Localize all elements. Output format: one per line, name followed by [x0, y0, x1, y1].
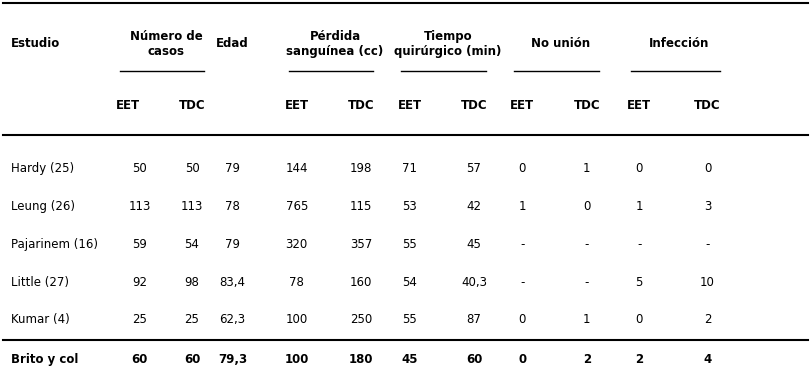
- Text: -: -: [520, 276, 525, 288]
- Text: 4: 4: [703, 353, 712, 366]
- Text: 1: 1: [518, 200, 526, 213]
- Text: -: -: [706, 238, 710, 251]
- Text: 42: 42: [466, 200, 482, 213]
- Text: 60: 60: [184, 353, 200, 366]
- Text: Pajarinem (16): Pajarinem (16): [11, 238, 98, 251]
- Text: -: -: [520, 238, 525, 251]
- Text: 60: 60: [466, 353, 483, 366]
- Text: 40,3: 40,3: [461, 276, 487, 288]
- Text: 25: 25: [132, 313, 147, 326]
- Text: Tiempo
quirúrgico (min): Tiempo quirúrgico (min): [394, 30, 501, 58]
- Text: 60: 60: [131, 353, 148, 366]
- Text: 54: 54: [402, 276, 417, 288]
- Text: 1: 1: [583, 313, 590, 326]
- Text: EET: EET: [510, 99, 534, 112]
- Text: 1: 1: [635, 200, 643, 213]
- Text: TDC: TDC: [178, 99, 205, 112]
- Text: 357: 357: [350, 238, 372, 251]
- Text: TDC: TDC: [348, 99, 375, 112]
- Text: Número de
casos: Número de casos: [130, 30, 202, 58]
- Text: 0: 0: [518, 163, 526, 175]
- Text: Pérdida
sanguínea (cc): Pérdida sanguínea (cc): [286, 30, 384, 58]
- Text: TDC: TDC: [461, 99, 487, 112]
- Text: 2: 2: [635, 353, 643, 366]
- Text: EET: EET: [397, 99, 422, 112]
- Text: 115: 115: [350, 200, 372, 213]
- Text: 83,4: 83,4: [219, 276, 246, 288]
- Text: 78: 78: [290, 276, 304, 288]
- Text: 1: 1: [583, 163, 590, 175]
- Text: 45: 45: [466, 238, 482, 251]
- Text: 78: 78: [225, 200, 240, 213]
- Text: 71: 71: [402, 163, 417, 175]
- Text: 57: 57: [466, 163, 482, 175]
- Text: 79: 79: [225, 238, 240, 251]
- Text: Hardy (25): Hardy (25): [11, 163, 74, 175]
- Text: 92: 92: [132, 276, 148, 288]
- Text: 0: 0: [635, 313, 643, 326]
- Text: TDC: TDC: [573, 99, 600, 112]
- Text: 144: 144: [285, 163, 308, 175]
- Text: -: -: [637, 238, 642, 251]
- Text: 53: 53: [402, 200, 417, 213]
- Text: 87: 87: [466, 313, 482, 326]
- Text: 55: 55: [402, 238, 417, 251]
- Text: 5: 5: [635, 276, 643, 288]
- Text: 0: 0: [518, 353, 526, 366]
- Text: Edad: Edad: [216, 37, 249, 51]
- Text: 198: 198: [350, 163, 372, 175]
- Text: No unión: No unión: [531, 37, 590, 51]
- Text: 100: 100: [285, 353, 309, 366]
- Text: Leung (26): Leung (26): [11, 200, 75, 213]
- Text: 320: 320: [285, 238, 308, 251]
- Text: 59: 59: [132, 238, 147, 251]
- Text: 160: 160: [350, 276, 372, 288]
- Text: 113: 113: [181, 200, 204, 213]
- Text: 0: 0: [518, 313, 526, 326]
- Text: Brito y col: Brito y col: [11, 353, 78, 366]
- Text: 0: 0: [583, 200, 590, 213]
- Text: Estudio: Estudio: [11, 37, 60, 51]
- Text: 250: 250: [350, 313, 372, 326]
- Text: Little (27): Little (27): [11, 276, 69, 288]
- Text: 50: 50: [185, 163, 200, 175]
- Text: 0: 0: [704, 163, 711, 175]
- Text: -: -: [585, 276, 589, 288]
- Text: Infección: Infección: [649, 37, 710, 51]
- Text: 25: 25: [185, 313, 200, 326]
- Text: 50: 50: [132, 163, 147, 175]
- Text: TDC: TDC: [694, 99, 721, 112]
- Text: 2: 2: [704, 313, 711, 326]
- Text: 2: 2: [582, 353, 590, 366]
- Text: Kumar (4): Kumar (4): [11, 313, 70, 326]
- Text: EET: EET: [115, 99, 139, 112]
- Text: EET: EET: [285, 99, 309, 112]
- Text: 10: 10: [700, 276, 715, 288]
- Text: -: -: [585, 238, 589, 251]
- Text: 54: 54: [185, 238, 200, 251]
- Text: 98: 98: [185, 276, 200, 288]
- Text: 180: 180: [349, 353, 373, 366]
- Text: 113: 113: [128, 200, 151, 213]
- Text: 79: 79: [225, 163, 240, 175]
- Text: 765: 765: [285, 200, 308, 213]
- Text: 79,3: 79,3: [218, 353, 247, 366]
- Text: 0: 0: [635, 163, 643, 175]
- Text: 62,3: 62,3: [219, 313, 246, 326]
- Text: 55: 55: [402, 313, 417, 326]
- Text: EET: EET: [627, 99, 651, 112]
- Text: 100: 100: [285, 313, 308, 326]
- Text: 3: 3: [704, 200, 711, 213]
- Text: 45: 45: [401, 353, 418, 366]
